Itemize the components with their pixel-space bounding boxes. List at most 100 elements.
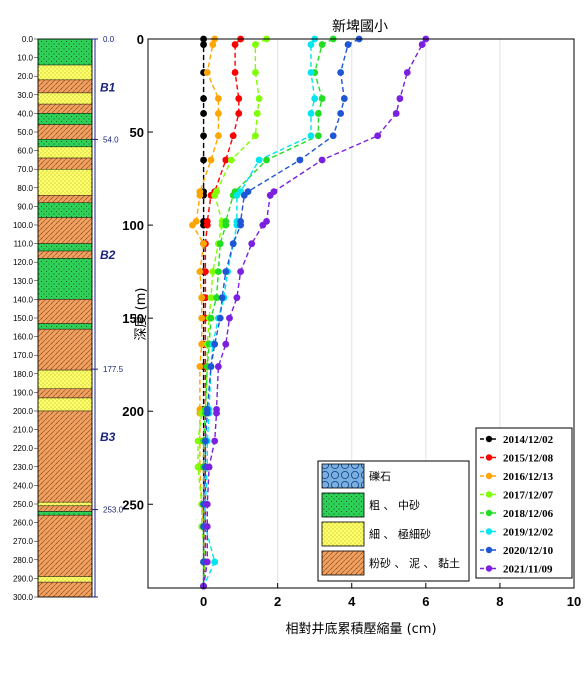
layer-coarse: [37, 202, 93, 218]
series-point: [207, 314, 215, 322]
legend-swatch-marker: [485, 435, 493, 443]
layer-silt: [37, 217, 93, 244]
series-point: [263, 156, 270, 164]
legend-entry-label: 2021/11/09: [503, 564, 553, 576]
series-point: [194, 437, 202, 445]
legend-swatch-marker: [485, 565, 493, 572]
depth-tick-label: 180.0: [13, 370, 34, 379]
depth-tick-label: 230.0: [13, 463, 34, 472]
depth-tick-label: 100.0: [13, 221, 34, 230]
layer-silt: [37, 514, 93, 577]
depth-tick-label: 270.0: [13, 537, 34, 546]
series-point: [235, 95, 243, 102]
series-point: [214, 95, 222, 102]
series-point: [202, 268, 209, 276]
series-point: [196, 191, 204, 199]
series-group: [189, 35, 430, 590]
series-point: [214, 268, 222, 276]
series-point: [203, 523, 211, 530]
series-point: [252, 41, 259, 48]
depth-tick-label: 240.0: [13, 481, 34, 490]
legend-entry-label: 2016/12/13: [503, 471, 554, 483]
series-point: [329, 132, 337, 140]
series-point: [340, 95, 348, 102]
series-point: [253, 110, 261, 117]
x-tick-label: 8: [496, 594, 503, 609]
legend-swatch-marker: [485, 491, 493, 498]
depth-tick-label: 30.0: [17, 91, 33, 100]
series-point: [213, 409, 220, 417]
depth-tick-label: 0.0: [22, 35, 34, 44]
legend-entry-label: 2020/12/10: [503, 545, 554, 557]
series-point: [200, 41, 207, 48]
series-point: [233, 294, 241, 302]
series-point: [211, 437, 219, 445]
series-point: [200, 95, 207, 102]
series-point: [403, 69, 411, 76]
soil-swatch-fine: [321, 521, 365, 547]
series-point: [226, 314, 233, 322]
series-point: [198, 294, 206, 302]
series-point: [266, 191, 274, 199]
series-point: [196, 363, 204, 370]
layer-silt: [37, 79, 93, 94]
series-point: [307, 41, 315, 48]
layer-fine: [37, 146, 93, 159]
series-point: [315, 132, 322, 140]
depth-tick-label: 140.0: [13, 295, 34, 304]
zone-label: B3: [100, 430, 116, 444]
layer-silt: [37, 299, 93, 324]
layer-coarse: [37, 511, 93, 516]
x-tick-label: 4: [348, 594, 356, 609]
y-tick-label: 100: [122, 218, 144, 233]
series-point: [222, 340, 230, 348]
zone-label: B1: [100, 80, 116, 94]
plot-frame: [147, 38, 575, 589]
soil-legend-label: 粗 、 中砂: [369, 499, 420, 512]
series-point: [214, 132, 222, 140]
series-point: [337, 69, 345, 76]
series-legend-box: [475, 427, 573, 579]
legend-entry-label: 2018/12/06: [503, 508, 554, 520]
series-point: [207, 363, 215, 370]
depth-tick-label: 60.0: [17, 147, 33, 156]
depth-tick-label: 10.0: [17, 54, 33, 63]
layer-silt: [37, 505, 93, 512]
depth-tick-label: 260.0: [13, 519, 34, 528]
layer-coarse: [37, 323, 93, 330]
depth-tick-label: 210.0: [13, 426, 34, 435]
series-point: [222, 268, 230, 276]
borehole-depth-ticks: 0.0 10.0 20.0 30.0 40.0 50.0 60.0 70.0 80.0 90.0 1…: [13, 35, 38, 602]
series-point: [227, 156, 235, 164]
legend-swatch-marker: [485, 472, 493, 480]
series-point: [252, 69, 259, 76]
series-point: [216, 314, 224, 322]
legend-entry-label: 2019/12/02: [503, 527, 554, 539]
soil-swatch-silt: [321, 550, 365, 576]
series-point: [229, 240, 237, 248]
series-point: [307, 110, 315, 117]
y-tick-label: 250: [122, 497, 144, 512]
borehole-outline: [37, 38, 93, 598]
legend-swatch-marker: [485, 509, 493, 517]
layer-fine: [37, 576, 93, 583]
x-tick-label: 0: [200, 594, 207, 609]
series-point: [235, 110, 243, 117]
depth-tick-label: 170.0: [13, 351, 34, 360]
layer-silt: [37, 410, 93, 503]
series-point: [207, 294, 215, 302]
layer-silt: [37, 157, 93, 170]
series-point: [218, 294, 226, 302]
series-point: [203, 558, 211, 566]
borehole-column: [37, 38, 93, 598]
series-line-2019/12/02: [202, 38, 316, 587]
series-point: [318, 156, 326, 164]
x-tick-label: 10: [567, 594, 581, 609]
layer-silt: [37, 328, 93, 371]
series-point: [337, 110, 345, 117]
layer-coarse: [37, 139, 93, 148]
series-point: [233, 191, 241, 199]
